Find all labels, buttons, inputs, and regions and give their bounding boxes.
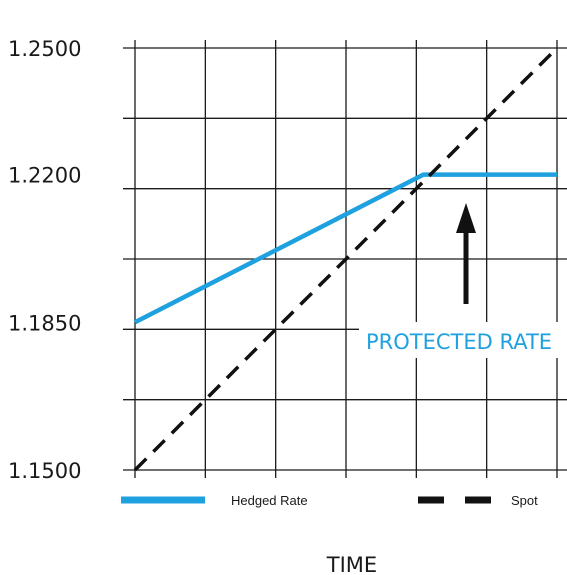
legend-label-hedged-rate: Hedged Rate bbox=[231, 493, 308, 508]
annotation-protected-rate: PROTECTED RATE bbox=[366, 330, 552, 354]
x-axis-title: TIME bbox=[326, 553, 377, 575]
legend: Hedged Rate Spot bbox=[121, 493, 538, 508]
y-tick-label: 1.2500 bbox=[8, 37, 81, 61]
y-tick-label: 1.1500 bbox=[8, 459, 81, 483]
y-tick-label: 1.2200 bbox=[8, 164, 81, 188]
y-axis-ticks: 1.2500 1.2200 1.1850 1.1500 bbox=[8, 37, 81, 483]
series-lines bbox=[133, 46, 559, 472]
series-line-spot bbox=[133, 46, 559, 472]
grid bbox=[123, 40, 567, 478]
annotation: PROTECTED RATE bbox=[359, 203, 567, 358]
annotation-background bbox=[359, 322, 567, 358]
y-tick-label: 1.1850 bbox=[8, 311, 81, 335]
annotation-arrow-head bbox=[456, 203, 476, 233]
legend-label-spot: Spot bbox=[511, 493, 538, 508]
series-line-hedged-rate bbox=[133, 172, 557, 325]
